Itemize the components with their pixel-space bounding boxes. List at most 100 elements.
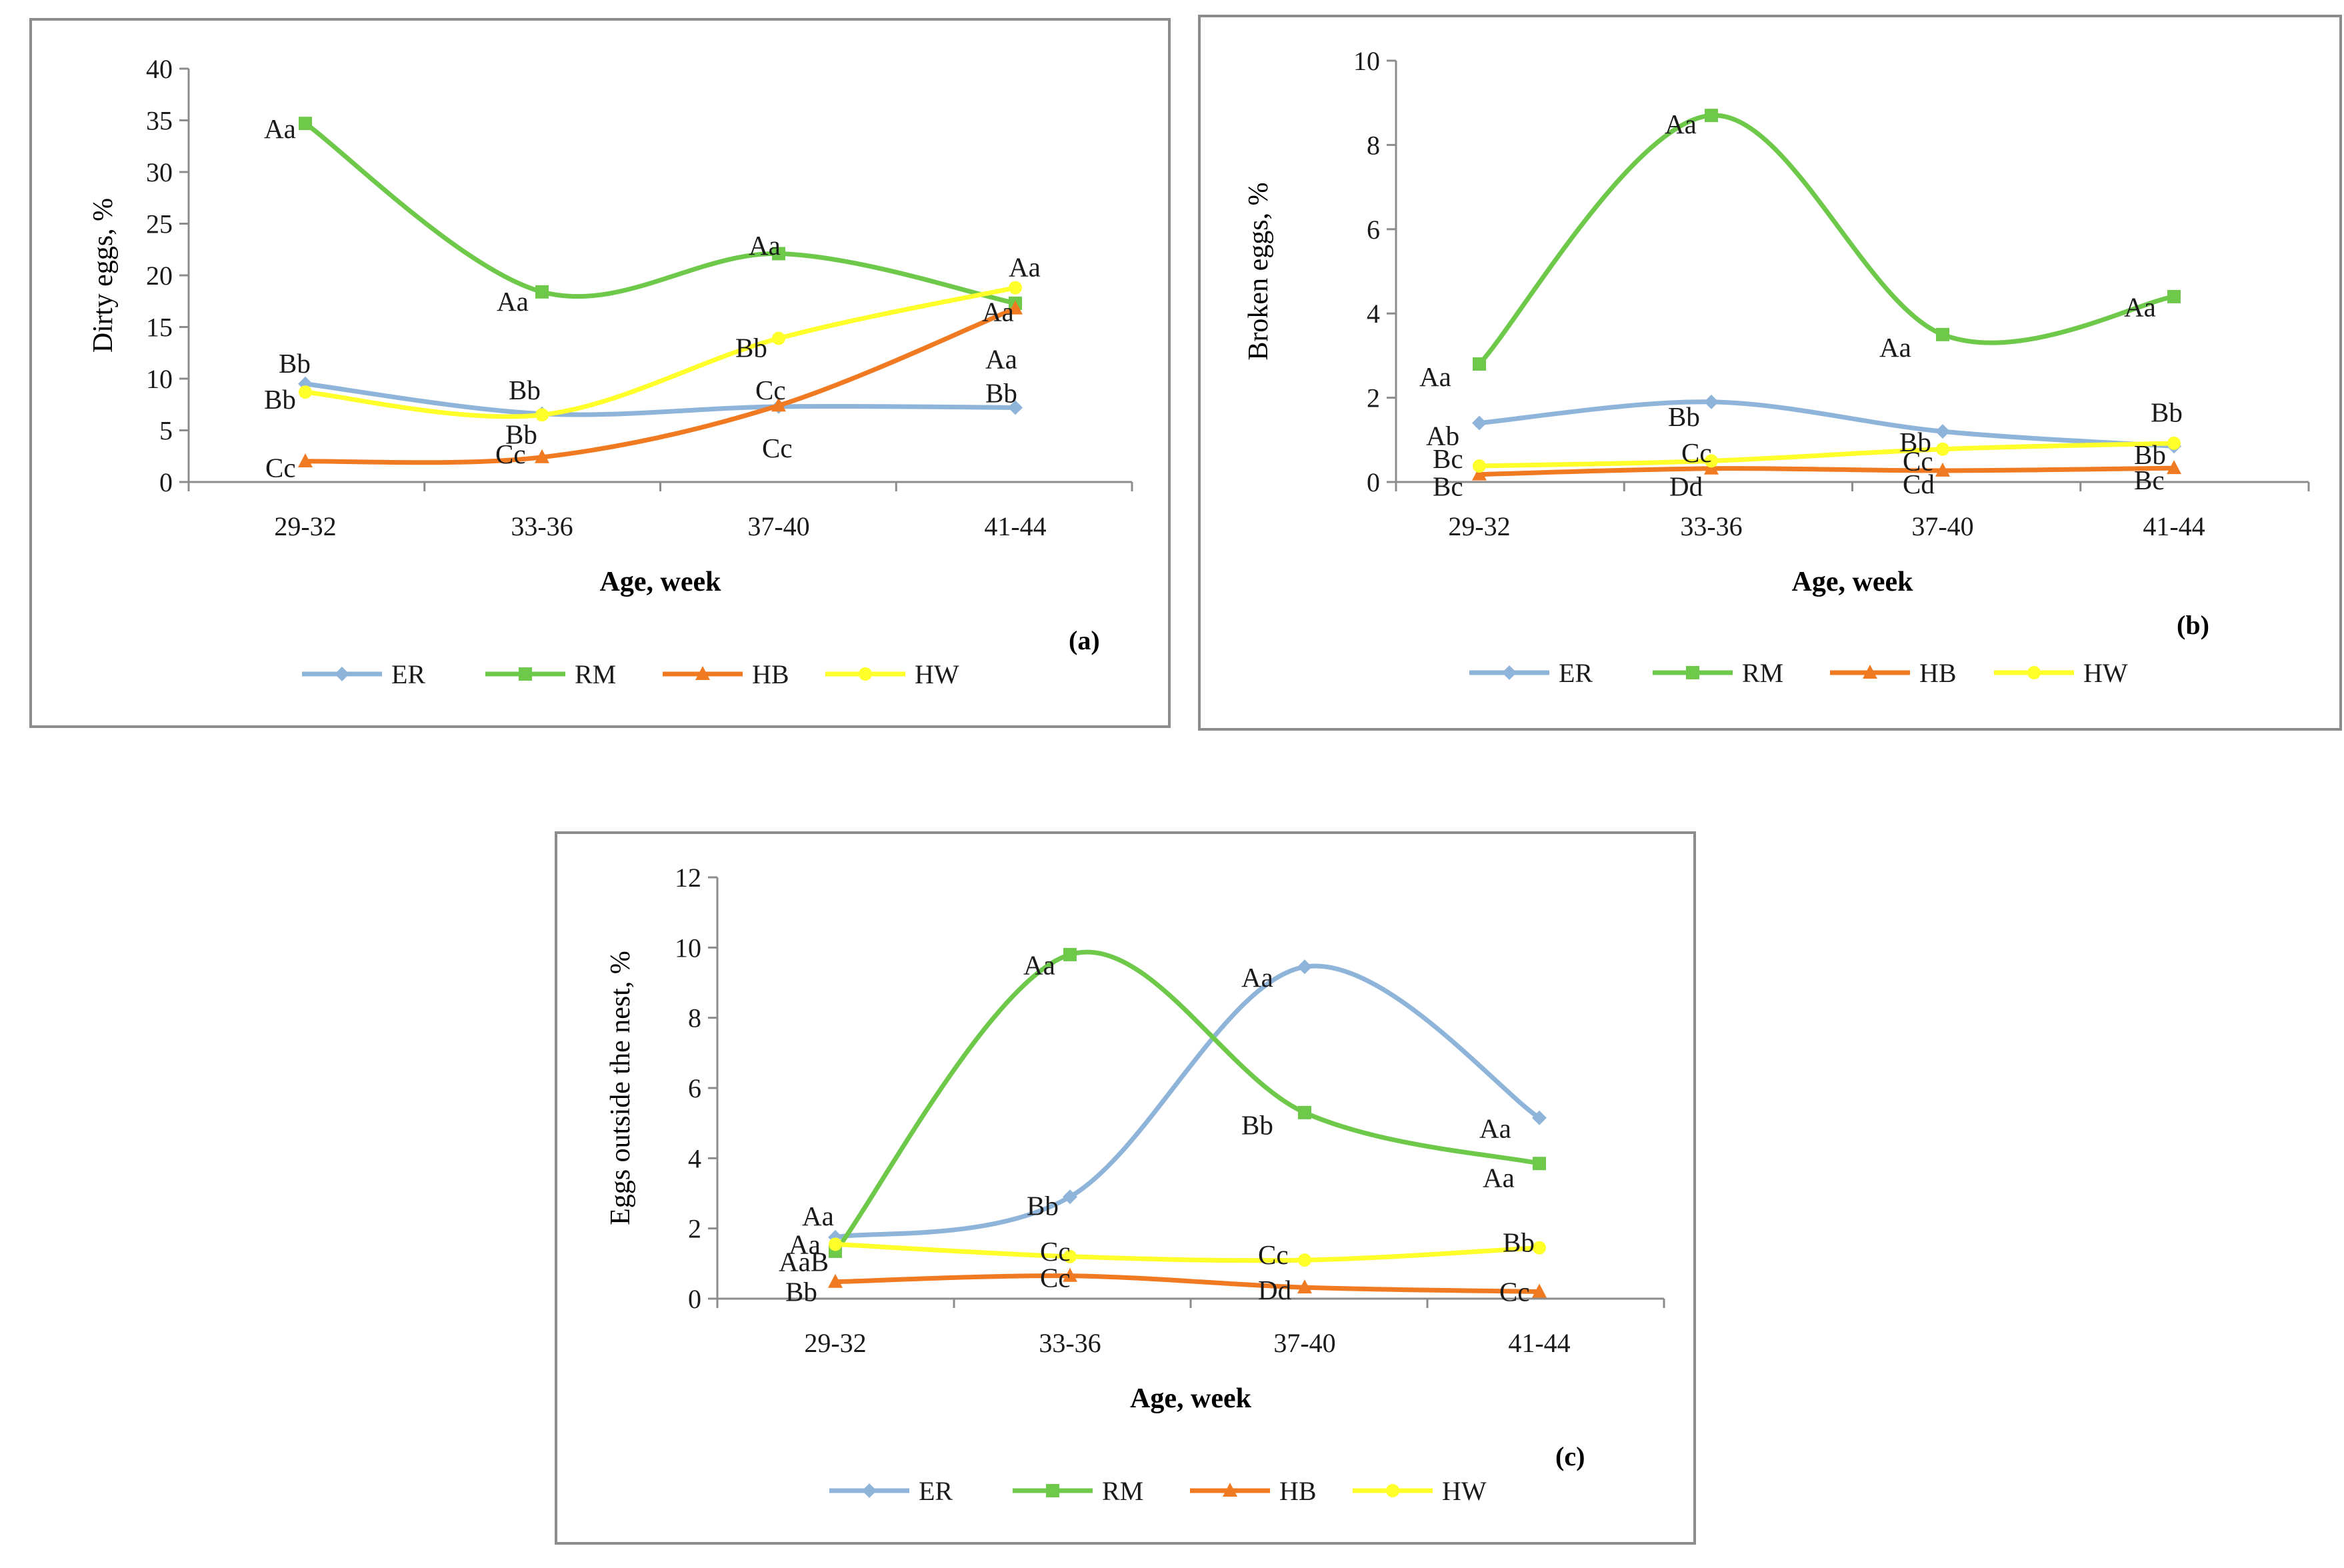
x-tick-label: 41-44 [1508, 1328, 1570, 1358]
data-point-er [1532, 1110, 1547, 1125]
data-label: Bb [1503, 1227, 1535, 1258]
data-label: Aa [1879, 332, 1911, 363]
chart-a-svg: 0 5 10 15 20 25 30 35 40 29-32 33-36 37-40 41-44 Age,… [88, 54, 1133, 689]
data-label: Cc [1040, 1236, 1071, 1267]
data-label: Aa [1665, 109, 1697, 139]
legend-marker-hb [1223, 1483, 1237, 1497]
series-line-rm [1477, 113, 2177, 367]
data-label: Cc [755, 375, 786, 405]
chart-c-svg: 0 2 4 6 8 10 12 29-32 33-36 37-40 41-44 Age, week Eg… [605, 863, 1665, 1506]
series-hb [1472, 460, 2181, 481]
data-point-rm [772, 247, 785, 261]
y-tick-label: 2 [688, 1214, 701, 1244]
data-point-rm [299, 117, 312, 131]
data-label: Cc [1681, 437, 1712, 468]
data-label: Cd [1903, 469, 1935, 499]
series-hw [299, 281, 1022, 422]
legend-marker-rm [1686, 666, 1699, 679]
y-tick-label: 12 [675, 863, 701, 893]
data-label: Cc [265, 452, 296, 483]
series-rm [829, 947, 1546, 1258]
panel-label: (a) [1069, 625, 1100, 655]
series-line-hw [1477, 441, 2177, 469]
series-line-hb [1477, 465, 2177, 477]
x-axis-title: Age, week [1130, 1383, 1252, 1414]
data-label: Bc [1433, 443, 1463, 474]
data-point-rm [535, 285, 549, 299]
y-tick-label: 8 [688, 1003, 701, 1033]
legend-marker-hw [859, 667, 872, 681]
x-axis-title: Age, week [1792, 567, 1914, 597]
data-label: Cc [495, 439, 526, 469]
y-tick-label: 6 [1367, 215, 1380, 245]
series-line-rm [303, 121, 1018, 306]
y-tick-label: 2 [1367, 383, 1380, 413]
data-label: Cc [1258, 1239, 1289, 1270]
data-label: Aa [1419, 361, 1451, 392]
data-point-hw [772, 331, 785, 345]
legend-marker-hw [2027, 666, 2041, 679]
data-label: Bb [2134, 439, 2166, 470]
data-label: Bc [1433, 471, 1463, 501]
y-tick-label: 15 [146, 313, 173, 343]
data-point-hw [829, 1237, 842, 1251]
data-label: Aa [802, 1201, 834, 1231]
series-line-er [303, 381, 1018, 417]
x-tick-label: 33-36 [511, 511, 573, 541]
data-point-er [1008, 400, 1023, 415]
series-hw [1473, 436, 2181, 473]
data-point-hb [1297, 1279, 1312, 1294]
y-tick-label: 4 [1367, 299, 1380, 329]
y-tick-label: 6 [688, 1073, 701, 1103]
data-label: Aa [1023, 950, 1055, 981]
data-label: Bb [264, 384, 296, 415]
data-point-hw [299, 385, 312, 399]
legend-label-hw: HW [915, 659, 959, 689]
legend-marker-hb [695, 666, 710, 680]
y-tick-label: 10 [146, 364, 173, 394]
data-label: Ab [1426, 420, 1459, 451]
data-label: Bb [1899, 427, 1931, 457]
data-label: Bb [735, 333, 767, 363]
y-tick-label: 4 [688, 1143, 701, 1173]
data-label: Aa [2124, 292, 2156, 323]
legend-label-hb: HB [1919, 658, 1957, 688]
x-tick-label: 37-40 [1911, 511, 1973, 541]
chart-b-svg: 0 2 4 6 8 10 29-32 33-36 37-40 41-44 Age, week Brok… [1243, 46, 2310, 688]
data-label: Aa [497, 286, 529, 317]
y-tick-label: 0 [688, 1284, 701, 1314]
data-point-er [1935, 424, 1950, 439]
legend-label-er: ER [391, 659, 425, 689]
x-tick-label: 37-40 [1273, 1328, 1335, 1358]
x-tick-label: 37-40 [747, 511, 809, 541]
data-point-hb [828, 1273, 843, 1288]
chart-panel-c: 0 2 4 6 8 10 12 29-32 33-36 37-40 41-44 Age, week Eg… [555, 831, 1696, 1545]
series-hw [829, 1237, 1546, 1267]
data-label: Bb [505, 419, 537, 450]
legend-marker-er [335, 667, 349, 681]
y-tick-label: 5 [159, 416, 173, 446]
data-label: Aa [749, 230, 781, 261]
y-axis-title: Dirty eggs, % [88, 198, 119, 353]
data-label: Bb [2151, 397, 2183, 428]
x-tick-label: 41-44 [2143, 511, 2205, 541]
data-point-rm [1473, 357, 1486, 371]
data-label: Aa [982, 296, 1014, 327]
y-tick-label: 20 [146, 261, 173, 291]
data-label: Cc [1499, 1276, 1530, 1307]
data-point-hb [1008, 300, 1023, 315]
data-point-hb [1063, 1267, 1077, 1282]
data-point-er [1704, 394, 1719, 409]
data-label: Aa [985, 344, 1017, 375]
chart-panel-b: 0 2 4 6 8 10 29-32 33-36 37-40 41-44 Age, week Brok… [1198, 15, 2342, 731]
data-point-hb [1472, 466, 1487, 481]
legend-label-rm: RM [1742, 658, 1783, 688]
data-point-hb [771, 397, 786, 412]
y-tick-label: 8 [1367, 130, 1380, 160]
data-label: Aa [1483, 1162, 1515, 1193]
legend-marker-hw [1386, 1484, 1399, 1497]
legend-label-hb: HB [1279, 1476, 1317, 1506]
y-axis-title: Broken eggs, % [1243, 182, 1274, 360]
x-tick-label: 29-32 [274, 511, 336, 541]
data-label: Bb [1668, 401, 1700, 432]
